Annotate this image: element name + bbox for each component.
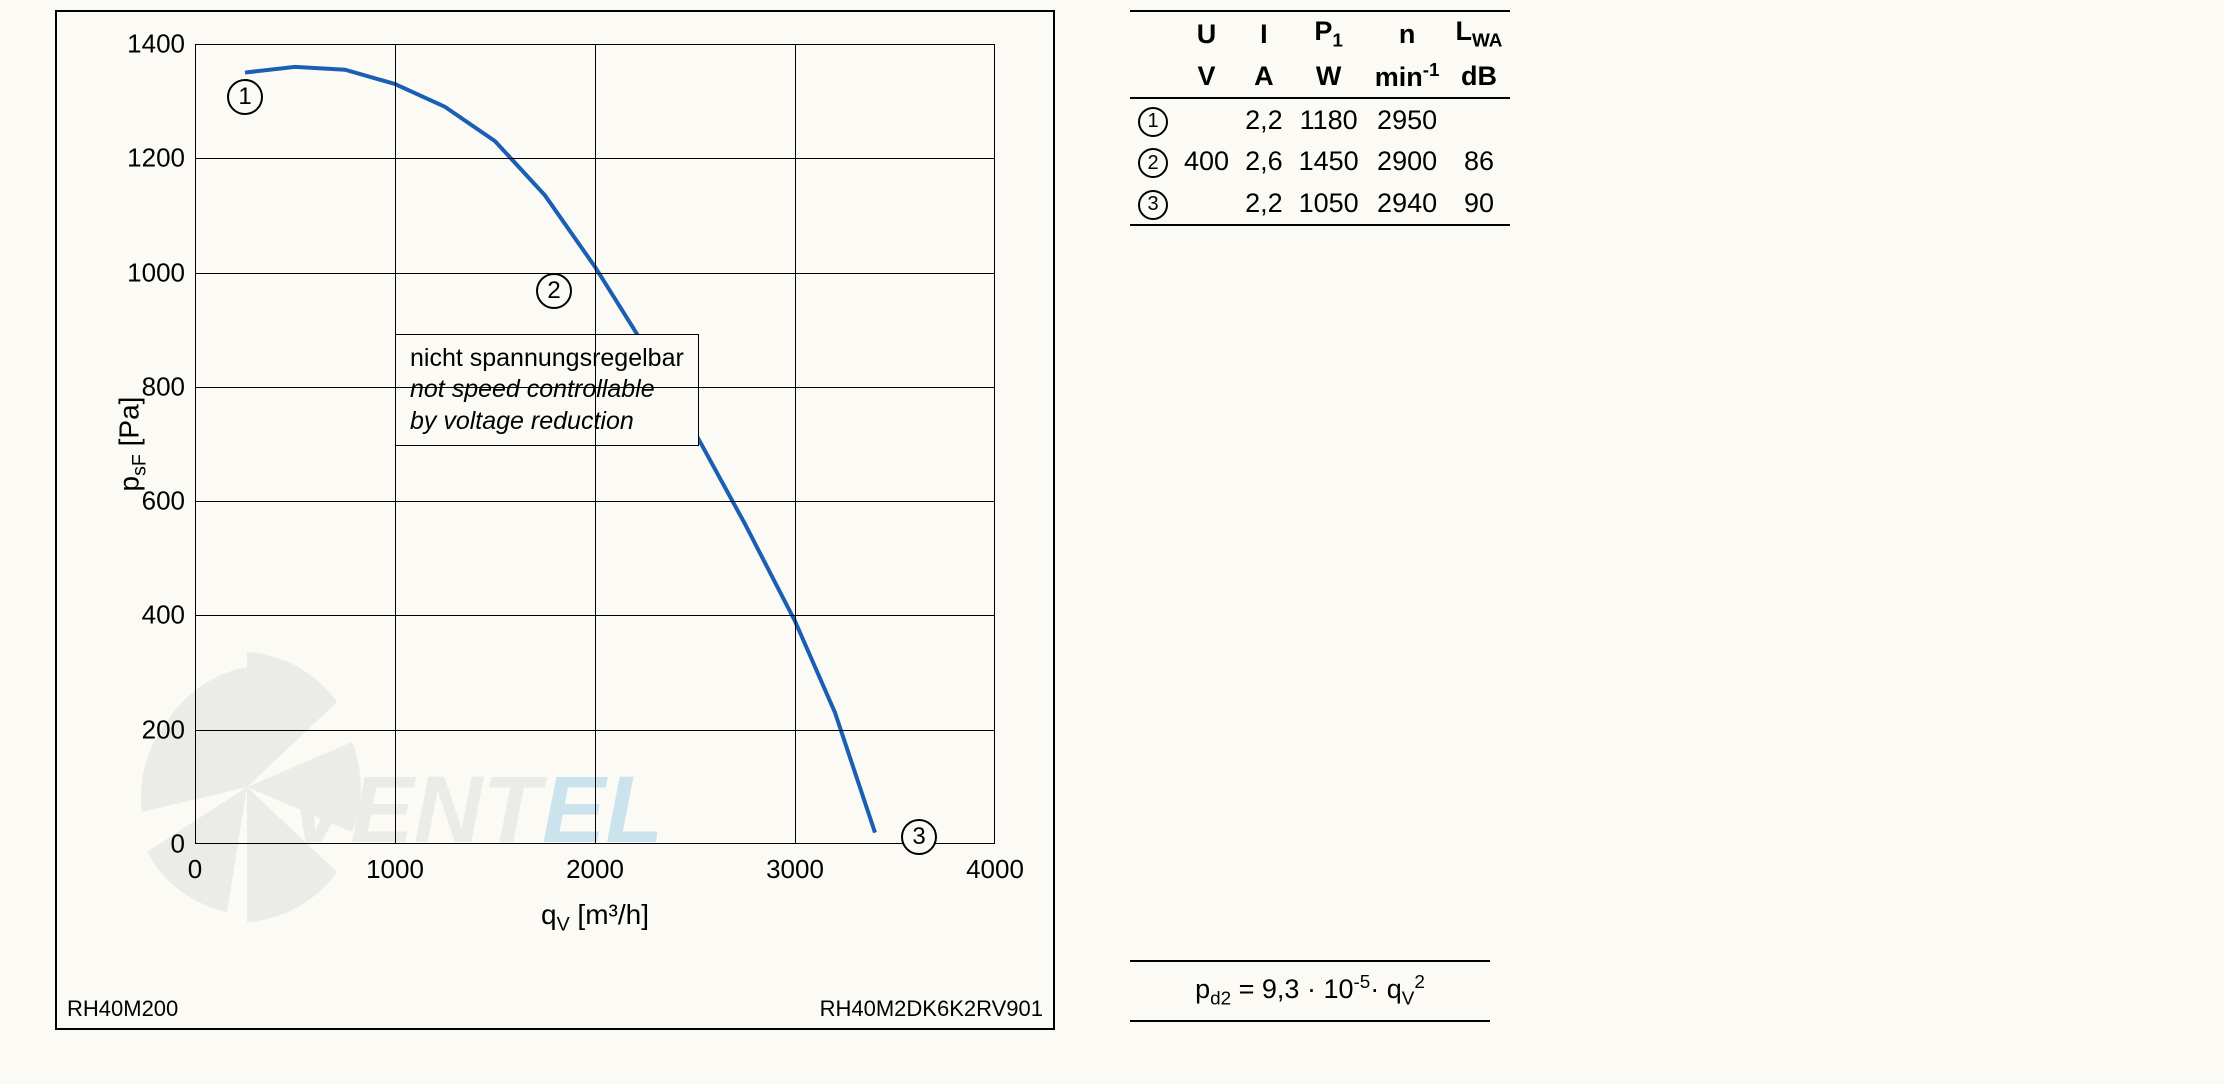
grid-vline xyxy=(595,44,596,844)
y-tick-label: 1000 xyxy=(105,257,185,288)
cell-n: 2940 xyxy=(1367,182,1448,225)
model-code-right: RH40M2DK6K2RV901 xyxy=(820,996,1043,1022)
th-n: n xyxy=(1367,11,1448,56)
grid-hline xyxy=(195,730,995,731)
th-blank xyxy=(1130,11,1176,56)
chart-point-marker-2: 2 xyxy=(536,273,572,309)
th-I: I xyxy=(1237,11,1291,56)
th-V: V xyxy=(1176,56,1237,98)
grid-hline xyxy=(195,273,995,274)
chart-frame: VENT EL psF [Pa] qV [m³/h] nicht spannun… xyxy=(55,10,1055,1030)
th-P1: P1 xyxy=(1291,11,1367,56)
table-header-row-1: U I P1 n LWA xyxy=(1130,11,1510,56)
th-min: min-1 xyxy=(1367,56,1448,98)
performance-curve xyxy=(245,67,875,833)
chart-point-marker-1: 1 xyxy=(227,79,263,115)
grid-hline xyxy=(195,615,995,616)
y-tick-label: 800 xyxy=(105,371,185,402)
cell-I: 2,6 xyxy=(1237,141,1291,183)
th-blank2 xyxy=(1130,56,1176,98)
cell-LWA: 86 xyxy=(1448,141,1511,183)
y-tick-label: 1200 xyxy=(105,143,185,174)
th-A: A xyxy=(1237,56,1291,98)
note-box: nicht spannungsregelbar not speed contro… xyxy=(395,334,699,446)
grid-vline xyxy=(395,44,396,844)
y-tick-label: 400 xyxy=(105,600,185,631)
note-line-1: nicht spannungsregelbar xyxy=(410,343,684,374)
cell-I: 2,2 xyxy=(1237,98,1291,141)
row-marker-cell: 2 xyxy=(1130,141,1176,183)
x-tick-label: 4000 xyxy=(945,854,1045,885)
note-line-2: not speed controllable xyxy=(410,374,684,405)
table-row: 3 2,21050294090 xyxy=(1130,182,1510,225)
row-marker-cell: 1 xyxy=(1130,98,1176,141)
th-W: W xyxy=(1291,56,1367,98)
note-line-3: by voltage reduction xyxy=(410,406,684,437)
row-marker-cell: 3 xyxy=(1130,182,1176,225)
formula-box: pd2 = 9,3 · 10-5· qV2 xyxy=(1130,960,1490,1022)
row-marker-icon: 1 xyxy=(1138,107,1168,137)
formula-exp: -5 xyxy=(1353,972,1370,993)
table-body: 1 2,211802950 2 4002,61450290086 3 2,21050294… xyxy=(1130,98,1510,225)
grid-hline xyxy=(195,158,995,159)
y-tick-label: 1400 xyxy=(105,29,185,60)
table-header-row-2: V A W min-1 dB xyxy=(1130,56,1510,98)
x-tick-label: 1000 xyxy=(345,854,445,885)
grid-hline xyxy=(195,387,995,388)
x-tick-label: 3000 xyxy=(745,854,845,885)
chart-point-marker-3: 3 xyxy=(901,819,937,855)
row-marker-icon: 3 xyxy=(1138,190,1168,220)
th-dB: dB xyxy=(1448,56,1511,98)
th-U: U xyxy=(1176,11,1237,56)
cell-P1: 1180 xyxy=(1291,98,1367,141)
y-tick-label: 0 xyxy=(105,829,185,860)
table-row: 1 2,211802950 xyxy=(1130,98,1510,141)
y-tick-label: 200 xyxy=(105,714,185,745)
grid-vline xyxy=(795,44,796,844)
data-table-wrap: U I P1 n LWA V A W min-1 dB 12,211802950… xyxy=(1130,10,1490,226)
x-axis-label: qV [m³/h] xyxy=(541,899,649,937)
formula-coef: 9,3 xyxy=(1262,974,1300,1004)
y-tick-label: 600 xyxy=(105,486,185,517)
cell-U xyxy=(1176,182,1237,225)
model-code-left: RH40M200 xyxy=(67,996,178,1022)
plot-area: psF [Pa] qV [m³/h] nicht spannungsregelb… xyxy=(195,44,995,844)
cell-U: 400 xyxy=(1176,141,1237,183)
cell-U xyxy=(1176,98,1237,141)
x-tick-label: 2000 xyxy=(545,854,645,885)
cell-LWA xyxy=(1448,98,1511,141)
y-axis-label: psF [Pa] xyxy=(114,397,152,492)
cell-P1: 1450 xyxy=(1291,141,1367,183)
cell-P1: 1050 xyxy=(1291,182,1367,225)
cell-n: 2900 xyxy=(1367,141,1448,183)
cell-I: 2,2 xyxy=(1237,182,1291,225)
th-LWA: LWA xyxy=(1448,11,1511,56)
data-table: U I P1 n LWA V A W min-1 dB 1 2,211802950… xyxy=(1130,10,1510,226)
grid-hline xyxy=(195,501,995,502)
row-marker-icon: 2 xyxy=(1138,148,1168,178)
table-row: 2 4002,61450290086 xyxy=(1130,141,1510,183)
cell-n: 2950 xyxy=(1367,98,1448,141)
cell-LWA: 90 xyxy=(1448,182,1511,225)
